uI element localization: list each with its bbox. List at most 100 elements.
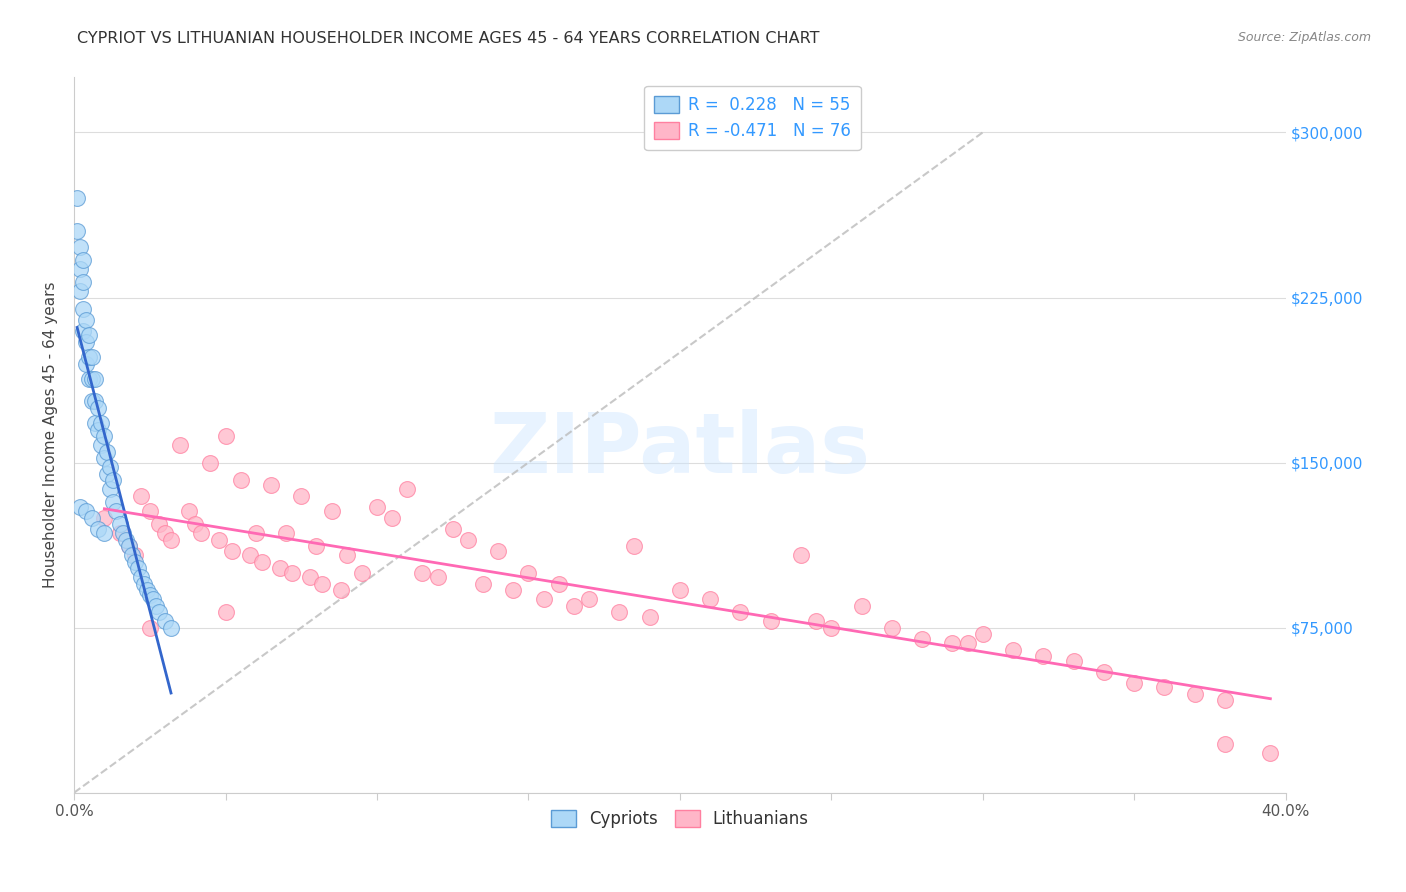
- Point: [129, 489, 152, 503]
- Point: [100, 482, 122, 496]
- Point: [108, 526, 131, 541]
- Point: [103, 473, 125, 487]
- Point: [184, 517, 207, 532]
- Point: [214, 429, 236, 443]
- Point: [90, 438, 112, 452]
- Point: [471, 576, 494, 591]
- Point: [160, 533, 183, 547]
- Point: [281, 566, 304, 580]
- Point: [139, 588, 162, 602]
- Point: [350, 566, 373, 580]
- Point: [179, 504, 201, 518]
- Point: [1260, 746, 1282, 760]
- Legend: Cypriots, Lithuanians: Cypriots, Lithuanians: [544, 803, 815, 834]
- Point: [190, 526, 212, 541]
- Point: [105, 504, 128, 518]
- Point: [100, 459, 122, 474]
- Point: [103, 495, 125, 509]
- Point: [245, 526, 267, 541]
- Point: [117, 539, 139, 553]
- Point: [941, 636, 963, 650]
- Point: [1123, 675, 1146, 690]
- Point: [124, 548, 146, 562]
- Point: [759, 614, 782, 628]
- Point: [135, 583, 157, 598]
- Point: [208, 533, 231, 547]
- Point: [84, 416, 107, 430]
- Point: [305, 539, 328, 553]
- Point: [239, 548, 262, 562]
- Point: [441, 522, 464, 536]
- Point: [311, 576, 333, 591]
- Point: [214, 605, 236, 619]
- Point: [111, 526, 134, 541]
- Point: [486, 543, 509, 558]
- Point: [75, 312, 97, 326]
- Point: [69, 284, 91, 298]
- Point: [129, 570, 152, 584]
- Point: [87, 401, 110, 415]
- Point: [411, 566, 433, 580]
- Point: [1213, 693, 1236, 707]
- Point: [87, 423, 110, 437]
- Point: [87, 522, 110, 536]
- Point: [623, 539, 645, 553]
- Point: [121, 548, 143, 562]
- Point: [153, 614, 176, 628]
- Point: [366, 500, 388, 514]
- Point: [562, 599, 585, 613]
- Point: [84, 393, 107, 408]
- Point: [730, 605, 752, 619]
- Point: [93, 526, 115, 541]
- Point: [69, 500, 91, 514]
- Point: [72, 324, 94, 338]
- Point: [200, 456, 222, 470]
- Point: [72, 275, 94, 289]
- Point: [1063, 654, 1085, 668]
- Point: [607, 605, 630, 619]
- Point: [669, 583, 692, 598]
- Point: [851, 599, 873, 613]
- Point: [820, 621, 842, 635]
- Point: [153, 526, 176, 541]
- Point: [84, 372, 107, 386]
- Point: [502, 583, 524, 598]
- Point: [77, 327, 100, 342]
- Point: [804, 614, 827, 628]
- Point: [108, 517, 131, 532]
- Point: [82, 510, 104, 524]
- Point: [96, 444, 118, 458]
- Point: [75, 357, 97, 371]
- Point: [139, 621, 162, 635]
- Point: [533, 592, 555, 607]
- Point: [117, 539, 139, 553]
- Point: [956, 636, 979, 650]
- Point: [547, 576, 569, 591]
- Point: [148, 605, 170, 619]
- Point: [145, 599, 167, 613]
- Point: [299, 570, 322, 584]
- Point: [638, 609, 661, 624]
- Point: [426, 570, 449, 584]
- Point: [1032, 649, 1054, 664]
- Point: [699, 592, 721, 607]
- Point: [260, 477, 283, 491]
- Point: [517, 566, 540, 580]
- Point: [93, 429, 115, 443]
- Point: [82, 350, 104, 364]
- Point: [132, 576, 155, 591]
- Text: CYPRIOT VS LITHUANIAN HOUSEHOLDER INCOME AGES 45 - 64 YEARS CORRELATION CHART: CYPRIOT VS LITHUANIAN HOUSEHOLDER INCOME…: [77, 31, 820, 46]
- Point: [72, 253, 94, 268]
- Point: [229, 473, 252, 487]
- Point: [1213, 737, 1236, 751]
- Point: [139, 504, 162, 518]
- Text: Source: ZipAtlas.com: Source: ZipAtlas.com: [1237, 31, 1371, 45]
- Point: [148, 517, 170, 532]
- Text: ZIPatlas: ZIPatlas: [489, 409, 870, 490]
- Point: [250, 555, 273, 569]
- Point: [142, 592, 165, 607]
- Point: [336, 548, 359, 562]
- Point: [90, 416, 112, 430]
- Y-axis label: Householder Income Ages 45 - 64 years: Householder Income Ages 45 - 64 years: [44, 282, 58, 589]
- Point: [96, 467, 118, 481]
